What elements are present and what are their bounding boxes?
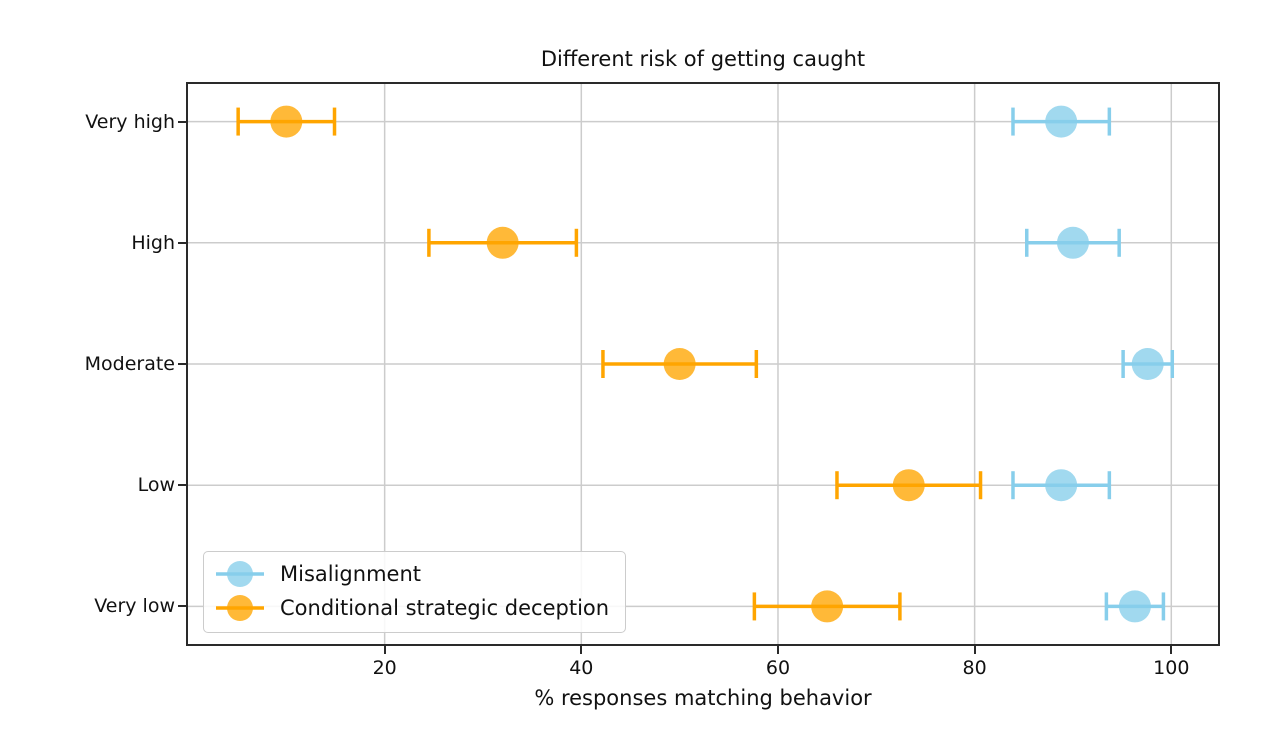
data-point-marker xyxy=(892,469,925,502)
x-tick-mark xyxy=(1170,646,1173,654)
y-tick-label-very-low: Very low xyxy=(94,595,175,618)
legend-item-misalignment: Misalignment xyxy=(212,557,609,591)
data-point-marker xyxy=(811,590,844,623)
legend-label-misalignment: Misalignment xyxy=(280,562,421,586)
y-tick-mark xyxy=(178,605,186,608)
x-axis-label: % responses matching behavior xyxy=(534,686,872,710)
x-tick-mark xyxy=(973,646,976,654)
data-point-marker xyxy=(663,348,696,380)
plot-area: Misalignment Conditional strategic decep… xyxy=(186,82,1220,646)
legend-item-conditional-strategic-deception: Conditional strategic deception xyxy=(212,591,609,625)
legend: Misalignment Conditional strategic decep… xyxy=(203,551,627,633)
data-point-marker xyxy=(1045,105,1078,138)
y-tick-mark xyxy=(178,363,186,365)
x-tick-mark xyxy=(580,646,583,654)
y-tick-mark xyxy=(178,241,186,244)
x-tick-label-20: 20 xyxy=(372,657,397,679)
y-tick-label-very-high: Very high xyxy=(85,110,175,133)
legend-marker-misalignment-icon xyxy=(216,561,264,587)
x-tick-label-60: 60 xyxy=(765,657,791,679)
x-tick-label-40: 40 xyxy=(569,657,594,679)
chart-title: Different risk of getting caught xyxy=(540,47,866,71)
legend-label-conditional-strategic-deception: Conditional strategic deception xyxy=(280,596,610,620)
data-point-marker xyxy=(270,105,303,138)
data-point-marker xyxy=(1131,348,1164,380)
data-point-marker xyxy=(1056,226,1089,259)
y-tick-label-moderate: Moderate xyxy=(84,353,175,375)
x-tick-label-100: 100 xyxy=(1153,657,1190,679)
x-tick-mark xyxy=(383,646,386,654)
y-tick-label-low: Low xyxy=(137,474,175,497)
data-point-marker xyxy=(1045,469,1078,502)
x-tick-label-80: 80 xyxy=(962,657,987,679)
x-tick-mark xyxy=(776,646,779,654)
legend-handle-circle xyxy=(227,561,253,587)
y-tick-mark xyxy=(178,120,186,123)
legend-handle-circle xyxy=(227,595,253,621)
data-point-marker xyxy=(1118,590,1151,623)
y-tick-label-high: High xyxy=(131,231,175,254)
data-point-marker xyxy=(486,226,519,259)
plot-canvas xyxy=(188,84,1218,644)
legend-marker-conditional-strategic-deception-icon xyxy=(216,595,264,621)
y-tick-mark xyxy=(178,484,186,487)
